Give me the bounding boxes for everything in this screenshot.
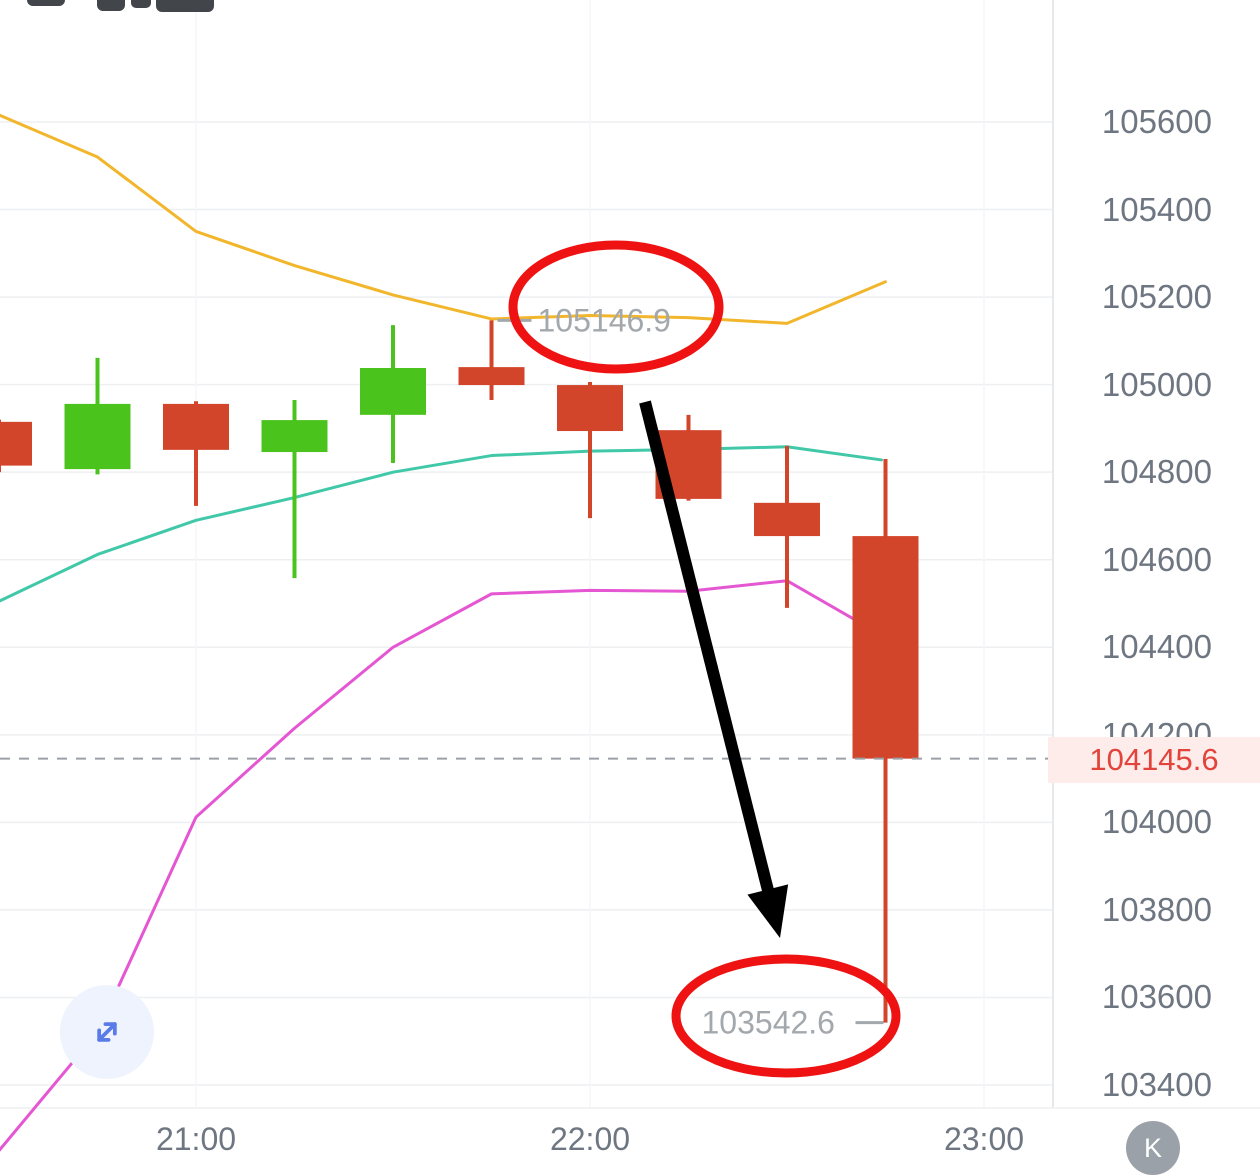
price-axis-label: 105400 [1101, 190, 1212, 228]
annotation-arrow-head [747, 884, 789, 938]
candle-body [360, 368, 426, 415]
price-axis-label: 103400 [1101, 1066, 1212, 1103]
last-price-badge: 104145.6 [1048, 737, 1260, 783]
time-axis-label: 22:00 [549, 1121, 631, 1157]
candle-body [754, 502, 820, 537]
candle-body [852, 536, 919, 759]
expand-arrows-icon [97, 1022, 117, 1042]
low-price-label: 103542.6 [702, 1005, 835, 1041]
price-axis-label: 105200 [1101, 278, 1212, 316]
annotation-arrow-shaft [639, 400, 776, 897]
annotation-ellipse [671, 954, 901, 1078]
candle-body [557, 385, 623, 432]
time-axis-label: 21:00 [155, 1121, 237, 1157]
price-axis-label: 103600 [1101, 978, 1212, 1016]
price-axis-label: 104800 [1101, 453, 1212, 491]
candle-body [458, 367, 525, 386]
clipped-content-fragment [156, 0, 214, 12]
candle-body [0, 421, 32, 466]
price-axis-label: 105000 [1101, 365, 1212, 403]
clipped-content-fragment [97, 0, 125, 11]
price-axis-label: 103800 [1101, 890, 1212, 928]
band-middle-line [0, 445, 884, 603]
candle-body [64, 403, 131, 470]
candle-body [163, 403, 229, 450]
clipped-content-fragment [131, 0, 151, 8]
expand-chart-button[interactable] [60, 985, 154, 1079]
candle-body [261, 420, 328, 453]
price-axis-label: 105600 [1101, 103, 1212, 140]
price-axis-label: 104000 [1101, 803, 1212, 841]
price-axis-label: 104400 [1101, 628, 1212, 666]
clipped-content-fragment [27, 0, 65, 6]
kline-toggle-button[interactable]: K [1126, 1121, 1180, 1175]
band-upper-line [0, 113, 887, 325]
time-axis-label: 23:00 [943, 1121, 1025, 1157]
kline-button-label: K [1143, 1132, 1162, 1163]
high-price-label: 105146.9 [538, 302, 671, 338]
last-price-value: 104145.6 [1089, 742, 1219, 777]
annotation-ellipse [508, 240, 724, 374]
price-axis-label: 104600 [1101, 540, 1212, 578]
band-lower-line [0, 579, 884, 1152]
